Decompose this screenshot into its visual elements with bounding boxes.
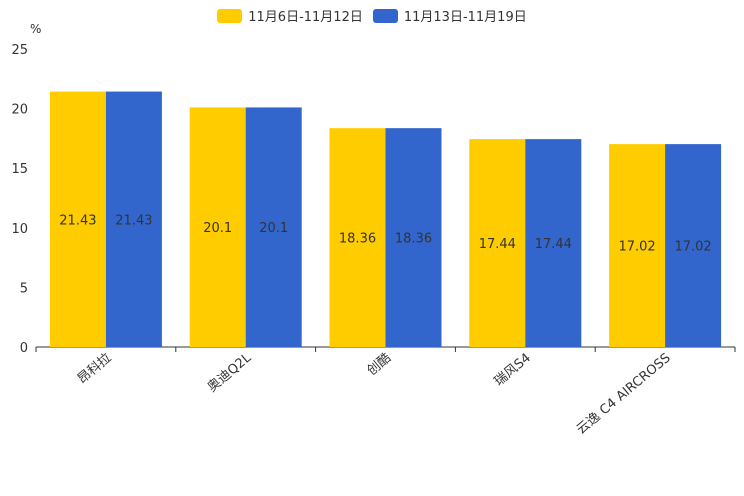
x-tick-label: 奥迪Q2L [205,350,255,395]
legend-item-series-2[interactable]: 11月13日-11月19日 [372,6,527,25]
y-tick-label: 20 [11,103,28,118]
bar [329,128,386,347]
bar [385,128,442,347]
legend-swatch-series-1 [217,8,243,23]
legend-item-series-1[interactable]: 11月6日-11月12日 [217,6,363,25]
bar [525,139,582,347]
legend-label-series-2: 11月13日-11月19日 [403,10,527,25]
bar [665,144,722,347]
y-tick-label: 0 [20,341,28,356]
bar [609,144,666,347]
y-tick-label: 15 [11,162,28,177]
bar [469,139,526,347]
y-axis-unit-label: % [30,22,42,36]
x-tick-label: 云逸 C4 AIRCROSS [574,351,674,438]
data-label: 17.02 [674,240,711,255]
bar [105,91,162,347]
y-tick-label: 5 [20,281,28,296]
data-label: 17.44 [479,237,516,252]
bar [49,91,106,347]
data-label: 17.44 [535,237,572,252]
data-label: 17.02 [618,240,655,255]
data-label: 20.1 [203,221,232,236]
data-label: 21.43 [115,213,152,228]
legend-swatch-series-2 [372,8,398,23]
x-tick-label: 瑞风S4 [492,351,534,390]
data-label: 18.36 [339,232,376,247]
chart-legend: 11月6日-11月12日 11月13日-11月19日 [0,6,744,25]
x-tick-label: 创酷 [365,351,395,379]
legend-label-series-1: 11月6日-11月12日 [248,10,363,25]
bar [245,107,302,348]
bar [189,107,246,348]
data-label: 18.36 [395,232,432,247]
y-tick-label: 25 [11,43,28,58]
y-tick-label: 10 [11,222,28,237]
data-label: 21.43 [59,213,96,228]
data-label: 20.1 [259,221,288,236]
x-tick-label: 昂科拉 [75,351,115,388]
